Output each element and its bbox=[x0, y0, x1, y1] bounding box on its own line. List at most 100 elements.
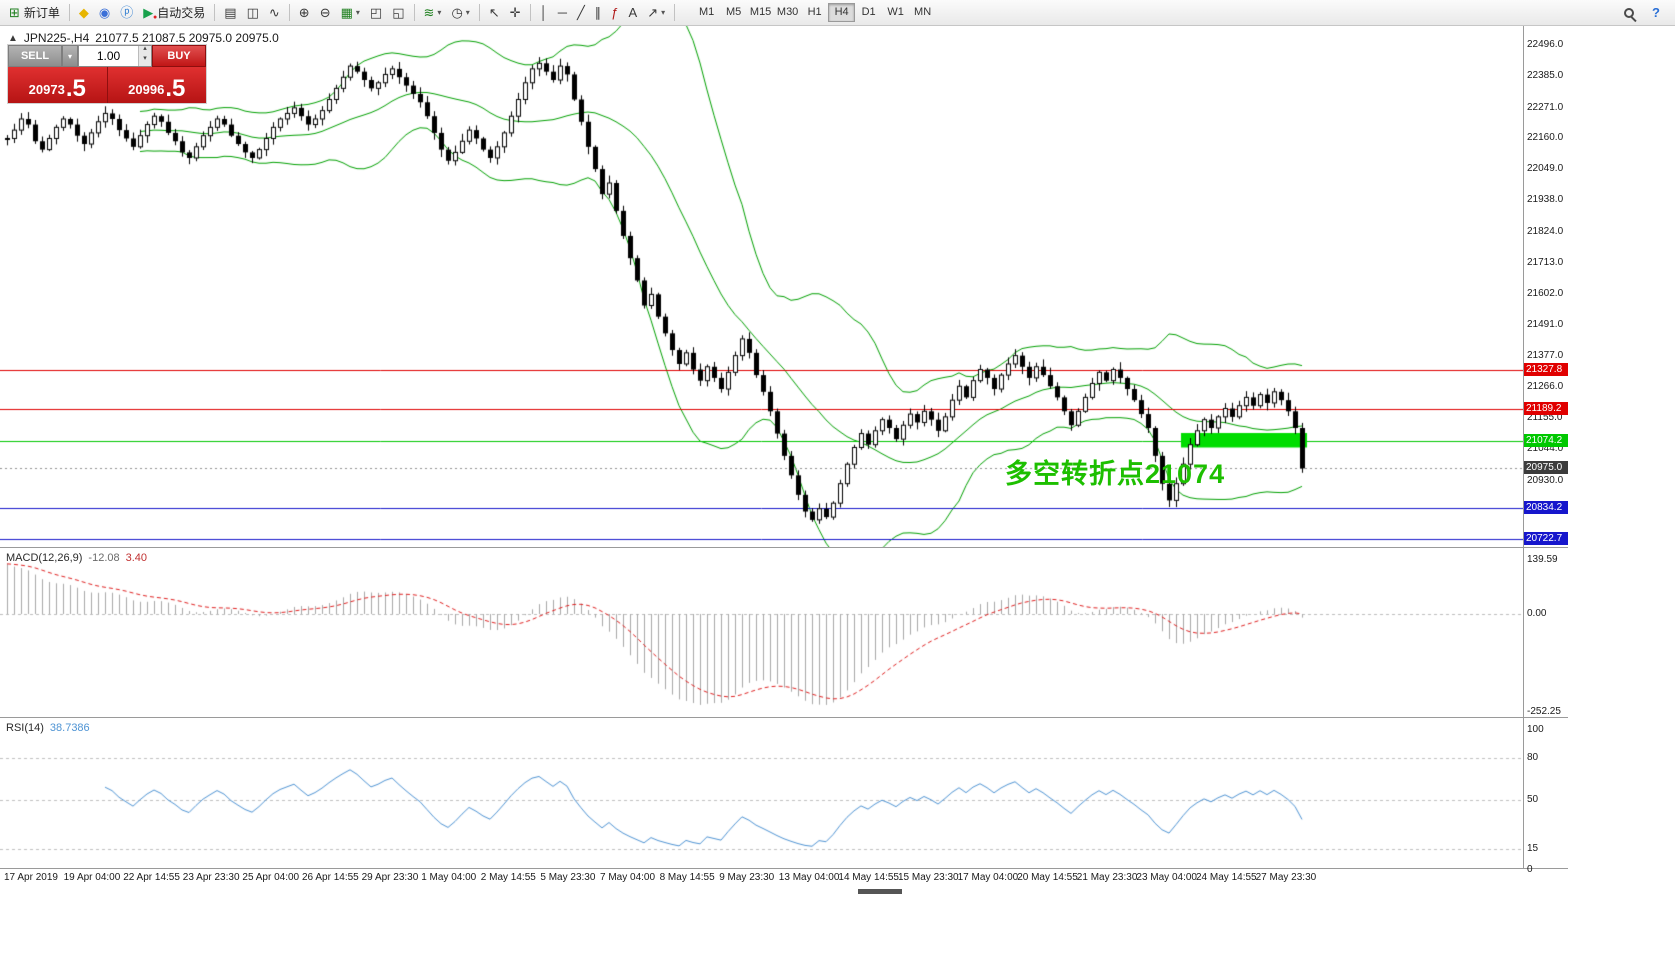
fibonacci-icon: ƒ bbox=[611, 5, 619, 20]
timeframe-button-mn[interactable]: MN bbox=[914, 6, 932, 18]
price-level-tag: 20722.7 bbox=[1524, 531, 1568, 545]
horizontal-line-icon: ─ bbox=[557, 5, 567, 20]
time-axis-label: 23 Apr 23:30 bbox=[182, 872, 240, 883]
time-axis-label: 23 May 04:00 bbox=[1136, 872, 1197, 883]
chart-ohlc-values: 21077.5 21087.5 20975.0 20975.0 bbox=[95, 31, 279, 45]
price-axis-label: 22160.0 bbox=[1527, 132, 1564, 144]
new-order-icon: ⊞ bbox=[9, 5, 20, 20]
price-axis-label: 22385.0 bbox=[1527, 69, 1564, 81]
cascade-windows-button[interactable]: ◰ bbox=[366, 3, 386, 23]
volume-stepper: ▴ ▾ bbox=[138, 45, 151, 66]
market-watch-button[interactable]: ◆ bbox=[75, 3, 93, 23]
toolbar-items: ⊞ 新订单 ◆ ◉ ⓟ ▶ ● 自动交易 ▤ ◫ ∿ ⊕ ⊖ ▦ ▾ ◰ ◱ ≋ ▾ ◷ ▾ ↖ ✛ │ ─ ╱ ∥ ƒ A ↗ ▾ bbox=[4, 0, 679, 25]
zoom-in-icon: ⊕ bbox=[298, 5, 310, 20]
timeframe-button-m1[interactable]: M1 bbox=[698, 6, 715, 18]
zoom-out-button[interactable]: ⊖ bbox=[316, 3, 335, 23]
auto-trading-button-label: 自动交易 bbox=[157, 6, 206, 20]
templates-icon: ▦ bbox=[340, 5, 353, 20]
text-icon: A bbox=[628, 5, 638, 20]
volume-up-button[interactable]: ▴ bbox=[139, 45, 151, 56]
volume-down-button[interactable]: ▾ bbox=[139, 55, 151, 66]
sell-button[interactable]: SELL bbox=[8, 45, 62, 67]
price-level-tag: 21074.2 bbox=[1524, 433, 1568, 447]
auto-trading-icon: ▶ ● bbox=[143, 5, 158, 21]
arrow-icon: ↗ bbox=[647, 5, 659, 20]
trendline-icon: ╱ bbox=[576, 5, 585, 20]
clock-icon: ◷ bbox=[451, 5, 463, 20]
price-axis-label: 22496.0 bbox=[1527, 38, 1564, 50]
time-axis-divider bbox=[0, 868, 1568, 869]
macd-main-value: -12.08 bbox=[88, 552, 120, 564]
panel-divider[interactable] bbox=[0, 547, 1568, 548]
auto-trading-button[interactable]: ▶ ● 自动交易 bbox=[139, 3, 209, 23]
macd-axis-label: -252.25 bbox=[1527, 705, 1561, 717]
new-order-button-label: 新订单 bbox=[23, 6, 60, 20]
volume-input[interactable] bbox=[79, 46, 138, 66]
line-chart-button[interactable]: ∿ bbox=[265, 3, 284, 23]
timeframe-button-m5[interactable]: M5 bbox=[725, 6, 742, 18]
timeframe-button-h4[interactable]: H4 bbox=[828, 3, 856, 22]
tile-windows-button[interactable]: ◱ bbox=[388, 3, 408, 23]
time-axis-label: 21 May 23:30 bbox=[1076, 872, 1138, 883]
buy-button[interactable]: BUY bbox=[152, 45, 206, 67]
volume-field: ▴ ▾ bbox=[78, 45, 152, 67]
cursor-icon: ↖ bbox=[488, 5, 500, 20]
main-chart-canvas[interactable] bbox=[0, 26, 1523, 548]
trendline-button[interactable]: ╱ bbox=[573, 3, 589, 23]
help-icon: ? bbox=[1652, 5, 1660, 20]
price-axis-label: 21713.0 bbox=[1527, 256, 1564, 268]
zoom-in-button[interactable]: ⊕ bbox=[295, 3, 314, 23]
price-axis-label: 21155.0 bbox=[1527, 412, 1563, 424]
cursor-button[interactable]: ↖ bbox=[485, 3, 504, 23]
time-axis-label: 26 Apr 14:55 bbox=[302, 872, 359, 883]
rsi-panel-canvas[interactable] bbox=[0, 718, 1523, 868]
search-button[interactable] bbox=[1620, 3, 1638, 23]
macd-panel-canvas[interactable] bbox=[0, 548, 1523, 717]
timeframe-button-m15[interactable]: M15 bbox=[749, 6, 772, 18]
rsi-value: 38.7386 bbox=[49, 722, 90, 734]
zoom-out-icon: ⊖ bbox=[319, 5, 331, 20]
price-axis-label: 21824.0 bbox=[1527, 226, 1564, 238]
data-window-button[interactable]: ◉ bbox=[95, 3, 114, 23]
timeframe-button-d1[interactable]: D1 bbox=[861, 6, 876, 18]
channel-icon: ∥ bbox=[594, 5, 602, 20]
time-axis-label: 17 Apr 2019 bbox=[4, 872, 58, 883]
channel-button[interactable]: ∥ bbox=[591, 3, 606, 23]
timeframe-button-h1[interactable]: H1 bbox=[807, 6, 822, 18]
time-axis-label: 5 May 23:30 bbox=[540, 872, 596, 883]
sell-price-display[interactable]: 20973.5 bbox=[8, 67, 108, 103]
rsi-name: RSI(14) bbox=[6, 722, 44, 734]
help-button[interactable]: ? bbox=[1648, 3, 1664, 23]
candlestick-chart-button[interactable]: ◫ bbox=[243, 3, 263, 23]
arrows-button[interactable]: ↗ ▾ bbox=[643, 3, 669, 23]
fibonacci-button[interactable]: ƒ bbox=[607, 3, 622, 23]
templates-button[interactable]: ▦ ▾ bbox=[337, 3, 364, 23]
time-axis-label: 2 May 14:55 bbox=[480, 872, 536, 883]
chevron-down-icon: ▾ bbox=[67, 51, 72, 61]
horizontal-line-button[interactable]: ─ bbox=[554, 3, 571, 23]
vertical-line-button[interactable]: │ bbox=[536, 3, 552, 23]
price-axis-label: 20930.0 bbox=[1527, 474, 1564, 486]
horizontal-scrollbar-thumb[interactable] bbox=[858, 889, 902, 894]
timeframe-button-w1[interactable]: W1 bbox=[887, 6, 904, 18]
new-order-button[interactable]: ⊞ 新订单 bbox=[5, 3, 64, 23]
indicators-icon: ≋ bbox=[423, 5, 435, 20]
toolbar: ⊞ 新订单 ◆ ◉ ⓟ ▶ ● 自动交易 ▤ ◫ ∿ ⊕ ⊖ ▦ ▾ ◰ ◱ ≋ ▾ ◷ ▾ ↖ ✛ │ ─ ╱ ∥ ƒ A ↗ ▾ M1 M… bbox=[0, 0, 1675, 26]
time-axis-label: 15 May 23:30 bbox=[898, 872, 959, 883]
text-label-button[interactable]: A bbox=[625, 3, 642, 23]
buy-price-display[interactable]: 20996.5 bbox=[108, 67, 207, 103]
price-level-tag: 21327.8 bbox=[1524, 363, 1568, 377]
periods-button[interactable]: ◷ ▾ bbox=[447, 3, 473, 23]
chevron-down-icon: ▾ bbox=[355, 8, 360, 17]
indicators-button[interactable]: ≋ ▾ bbox=[420, 3, 446, 23]
timeframe-button-m30[interactable]: M30 bbox=[776, 6, 799, 18]
price-axis-label: 21491.0 bbox=[1527, 318, 1564, 330]
sell-dropdown-button[interactable]: ▾ bbox=[62, 45, 78, 67]
mql5-community-button[interactable]: ⓟ bbox=[116, 3, 137, 23]
panel-divider[interactable] bbox=[0, 717, 1568, 718]
bar-chart-button[interactable]: ▤ bbox=[220, 3, 240, 23]
time-axis-label: 1 May 04:00 bbox=[421, 872, 477, 883]
time-axis-label: 9 May 23:30 bbox=[719, 872, 775, 883]
crosshair-button[interactable]: ✛ bbox=[506, 3, 525, 23]
